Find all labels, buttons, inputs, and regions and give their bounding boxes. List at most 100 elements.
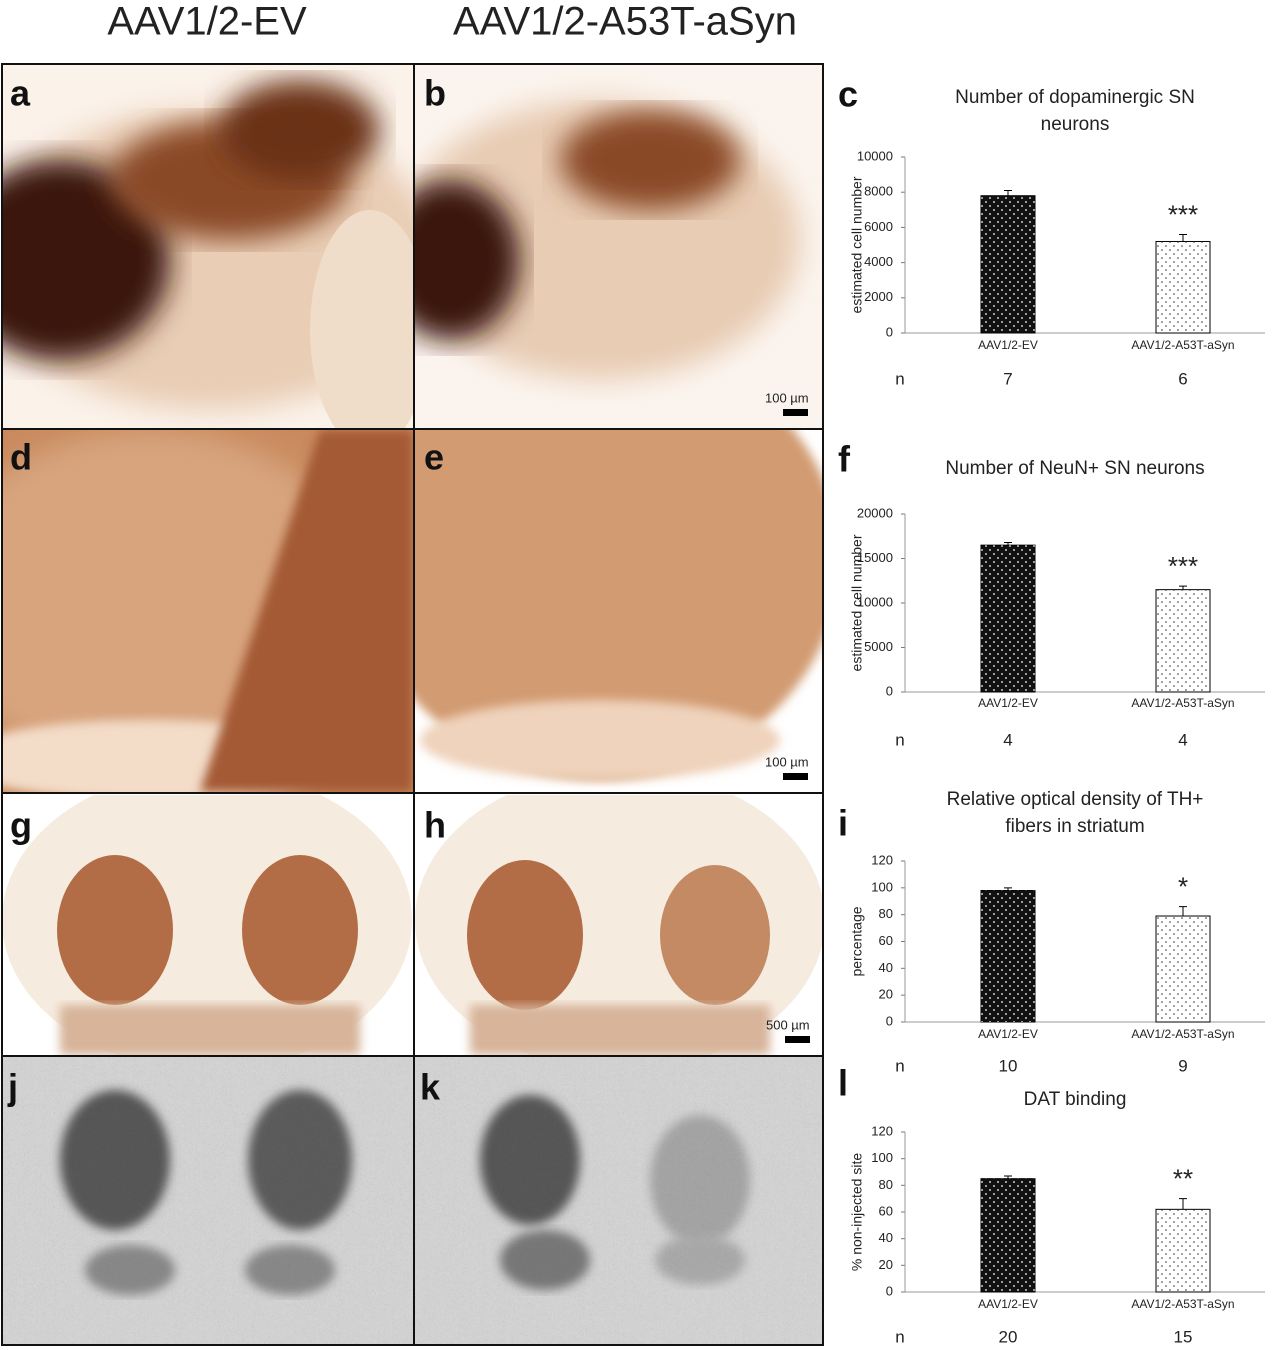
y-tick-label: 20 <box>879 987 893 1002</box>
error-bar <box>1179 1198 1187 1210</box>
error-bar <box>1004 1175 1012 1179</box>
panel-letter: c <box>838 74 858 115</box>
chart-title: Relative optical density of TH+ <box>947 789 1204 810</box>
y-tick-label: 40 <box>879 1230 893 1245</box>
n-label: n <box>895 1056 904 1075</box>
panel-letter: a <box>10 73 31 114</box>
bar-texture <box>981 890 1035 1022</box>
n-label: n <box>895 1327 904 1346</box>
y-tick-label: 0 <box>886 683 893 698</box>
y-tick-label: 10000 <box>857 148 893 163</box>
panel-borders <box>1 63 824 1346</box>
micrograph <box>415 795 823 1055</box>
micrograph <box>415 430 823 792</box>
scale-bar <box>783 409 808 416</box>
y-axis-label: percentage <box>849 906 865 976</box>
significance: * <box>1178 871 1188 901</box>
panel-letter: g <box>10 805 32 846</box>
panel-letter: l <box>838 1063 848 1104</box>
micrograph <box>415 64 823 428</box>
chart-title: Number of dopaminergic SN <box>955 87 1195 108</box>
y-tick-label: 20000 <box>857 505 893 520</box>
autoradiograph <box>2 1057 413 1345</box>
y-tick-label: 100 <box>871 879 893 894</box>
error-bar <box>1004 541 1012 546</box>
chart-title: fibers in striatum <box>1005 816 1144 837</box>
y-tick-label: 0 <box>886 324 893 339</box>
y-tick-label: 20 <box>879 1257 893 1272</box>
bar-texture <box>1156 589 1210 692</box>
n-value: 15 <box>1174 1327 1193 1346</box>
n-label: n <box>895 369 904 388</box>
scale-label: 500 µm <box>766 1017 810 1032</box>
x-tick-label: AAV1/2-EV <box>978 338 1038 352</box>
significance: ** <box>1173 1164 1193 1194</box>
x-tick-label: AAV1/2-EV <box>978 1027 1038 1041</box>
y-tick-label: 120 <box>871 852 893 867</box>
y-tick-label: 0 <box>886 1283 893 1298</box>
y-tick-label: 100 <box>871 1150 893 1165</box>
y-tick-label: 15000 <box>857 550 893 565</box>
chart-title: neurons <box>1041 114 1110 135</box>
panel-letter: e <box>424 437 444 478</box>
x-tick-label: AAV1/2-A53T-aSyn <box>1131 338 1234 352</box>
error-bar <box>1179 906 1187 917</box>
bar-texture <box>1156 1209 1210 1292</box>
x-tick-label: AAV1/2-EV <box>978 1297 1038 1311</box>
micrograph <box>2 64 413 428</box>
panel-letter: j <box>7 1067 18 1108</box>
y-tick-label: 120 <box>871 1123 893 1138</box>
x-tick-label: AAV1/2-EV <box>978 696 1038 710</box>
n-value: 20 <box>999 1327 1018 1346</box>
y-axis-label: estimated cell number <box>849 534 865 671</box>
micrograph <box>2 430 413 792</box>
bar-texture <box>981 195 1035 333</box>
bar-texture <box>981 1178 1035 1292</box>
n-label: n <box>895 730 904 749</box>
bar-texture <box>1156 241 1210 333</box>
micrograph <box>2 795 413 1055</box>
y-tick-label: 8000 <box>864 184 893 199</box>
x-tick-label: AAV1/2-A53T-aSyn <box>1131 696 1234 710</box>
y-tick-label: 10000 <box>857 594 893 609</box>
panel-letter: i <box>838 803 848 844</box>
n-value: 10 <box>999 1056 1018 1075</box>
chart-title: DAT binding <box>1024 1089 1127 1110</box>
error-bar <box>1004 887 1012 891</box>
x-tick-label: AAV1/2-A53T-aSyn <box>1131 1027 1234 1041</box>
x-tick-label: AAV1/2-A53T-aSyn <box>1131 1297 1234 1311</box>
panel-letter: f <box>838 439 851 480</box>
bar-texture <box>1156 916 1210 1022</box>
panel-letter: k <box>420 1067 441 1108</box>
y-tick-label: 4000 <box>864 254 893 269</box>
panel-letter: h <box>424 805 446 846</box>
n-value: 9 <box>1178 1056 1187 1075</box>
y-tick-label: 2000 <box>864 289 893 304</box>
y-axis-label: estimated cell number <box>849 176 865 313</box>
panel-letter: b <box>424 73 446 114</box>
y-tick-label: 40 <box>879 960 893 975</box>
error-bar <box>1179 585 1187 590</box>
significance: *** <box>1168 199 1198 229</box>
n-value: 4 <box>1178 730 1187 749</box>
y-tick-label: 80 <box>879 1177 893 1192</box>
scale-bar <box>785 1036 810 1043</box>
scale-label: 100 µm <box>765 390 809 405</box>
chart-title: Number of NeuN+ SN neurons <box>945 458 1204 479</box>
y-axis-label: % non-injected site <box>849 1153 865 1272</box>
y-tick-label: 60 <box>879 1203 893 1218</box>
y-tick-label: 60 <box>879 933 893 948</box>
error-bar <box>1179 233 1187 242</box>
y-tick-label: 5000 <box>864 639 893 654</box>
scale-bar <box>783 773 808 780</box>
significance: *** <box>1168 551 1198 581</box>
y-tick-label: 0 <box>886 1013 893 1028</box>
error-bar <box>1004 189 1012 196</box>
panel-letter: d <box>10 437 32 478</box>
column-title: AAV1/2-EV <box>107 0 307 44</box>
y-tick-label: 80 <box>879 906 893 921</box>
scale-label: 100 µm <box>765 754 809 769</box>
n-value: 4 <box>1003 730 1012 749</box>
